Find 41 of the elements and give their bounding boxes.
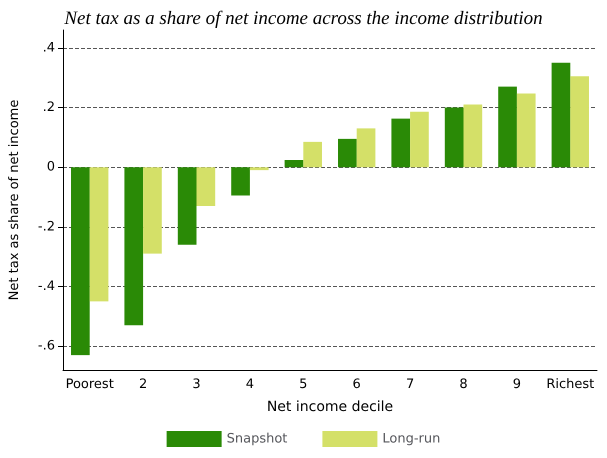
bar: [552, 62, 570, 168]
x-tick-label: 3: [192, 377, 201, 392]
x-tick-label: 2: [138, 377, 148, 392]
bar: [284, 160, 304, 168]
y-tick-label: -.2: [38, 219, 55, 234]
bar: [303, 142, 322, 168]
bar: [71, 167, 90, 356]
bar: [570, 76, 589, 168]
chart-title: Net tax as a share of net income across the income distribution: [63, 8, 543, 29]
bar: [410, 112, 429, 168]
y-tick-label: -.6: [38, 338, 55, 354]
bar: [356, 128, 376, 168]
x-tick-label: 6: [352, 377, 361, 392]
bar: [391, 118, 410, 168]
bar: [90, 167, 108, 302]
bar: [338, 138, 357, 168]
bar: [124, 167, 144, 326]
x-tick-label: 4: [246, 377, 254, 392]
bar: [196, 167, 216, 206]
bar: [444, 108, 464, 168]
x-tick-label: Poorest: [66, 377, 114, 392]
x-tick-label: 8: [459, 377, 468, 392]
x-axis-title: Net income decile: [266, 399, 394, 415]
bar: [231, 167, 250, 196]
legend-label: Snapshot: [226, 432, 288, 446]
bar: [250, 167, 269, 170]
bar: [143, 167, 162, 254]
x-tick-label: 9: [512, 377, 522, 392]
y-tick-label: -.4: [38, 278, 55, 294]
bar: [178, 167, 196, 245]
y-tick-label: 0: [46, 160, 55, 175]
y-tick-label: .2: [42, 100, 55, 116]
x-tick-label: 7: [406, 377, 414, 392]
bar: [464, 104, 482, 168]
bar: [516, 94, 536, 168]
x-tick-label: Richest: [546, 377, 594, 392]
legend-label: Long-run: [382, 432, 440, 446]
bar: [498, 86, 517, 168]
y-tick-label: .4: [42, 40, 55, 56]
x-tick-label: 5: [299, 377, 308, 392]
y-axis-title: Net tax as share of net income: [7, 100, 22, 300]
